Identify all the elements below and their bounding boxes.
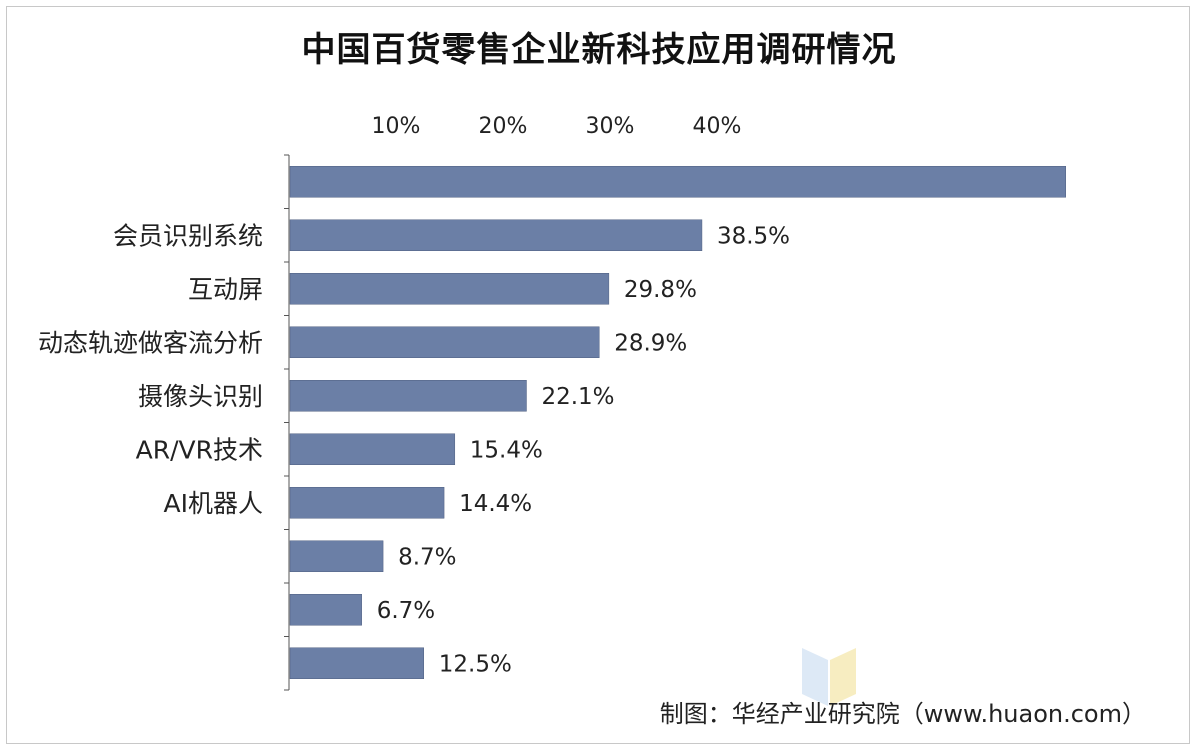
data-label: 12.5%	[439, 651, 512, 677]
chart-frame	[6, 6, 1190, 744]
bar	[289, 433, 456, 465]
chart-title: 中国百货零售企业新科技应用调研情况	[301, 30, 897, 70]
data-label: 22.1%	[541, 384, 614, 410]
data-label: 14.4%	[459, 491, 532, 517]
x-tick-label: 30%	[586, 114, 635, 139]
data-label: 38.5%	[717, 223, 790, 249]
x-tick-label: 40%	[693, 114, 742, 139]
category-label: AR/VR技术	[136, 435, 263, 464]
x-tick-label: 20%	[479, 114, 528, 139]
bar	[289, 380, 527, 412]
bar	[289, 487, 445, 519]
data-label: 28.9%	[614, 330, 687, 356]
bar	[289, 647, 424, 679]
data-label: 6.7%	[377, 598, 435, 624]
category-label: 摄像头识别	[138, 382, 263, 411]
category-label: 动态轨迹做客流分析	[38, 328, 263, 357]
x-tick-label: 10%	[372, 114, 421, 139]
data-label: 29.8%	[624, 277, 697, 303]
bar	[289, 326, 600, 358]
category-label: 互动屏	[188, 275, 263, 304]
bar	[289, 540, 384, 572]
data-label: 8.7%	[398, 544, 456, 570]
data-label: 15.4%	[470, 437, 543, 463]
bar	[289, 594, 362, 626]
category-label: 会员识别系统	[113, 221, 263, 250]
bar	[289, 166, 1066, 198]
bar	[289, 273, 610, 305]
source-note: 制图：华经产业研究院（www.huaon.com）	[659, 700, 1146, 728]
watermark-logo-icon	[802, 648, 856, 706]
category-label: AI机器人	[164, 489, 263, 518]
bar	[289, 219, 703, 251]
